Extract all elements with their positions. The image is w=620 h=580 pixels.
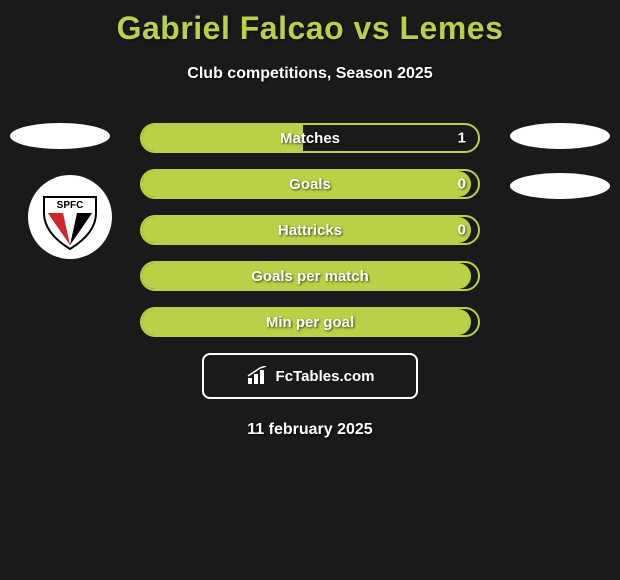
stat-label: Goals per match (251, 268, 369, 285)
brand-box: FcTables.com (202, 353, 418, 399)
player-right-placeholder (510, 123, 610, 149)
stat-value-right: 1 (458, 130, 466, 147)
stat-bars: Matches 1 Goals 0 Hattricks 0 Goals per … (140, 123, 480, 337)
stat-value-right: 0 (458, 222, 466, 239)
brand-text: FcTables.com (276, 368, 375, 385)
subtitle: Club competitions, Season 2025 (0, 65, 620, 83)
player-left-placeholder (10, 123, 110, 149)
page-title: Gabriel Falcao vs Lemes (0, 0, 620, 47)
svg-text:SPFC: SPFC (57, 200, 84, 211)
date-text: 11 february 2025 (0, 421, 620, 439)
stat-label: Hattricks (278, 222, 342, 239)
comparison-panel: SPFC Matches 1 Goals 0 Hattricks 0 Goals… (0, 123, 620, 439)
stat-row-goals-per-match: Goals per match (140, 261, 480, 291)
stat-value-right: 0 (458, 176, 466, 193)
stat-label: Matches (280, 130, 340, 147)
stat-row-goals: Goals 0 (140, 169, 480, 199)
club-right-placeholder (510, 173, 610, 199)
stat-row-matches: Matches 1 (140, 123, 480, 153)
stat-label: Min per goal (266, 314, 354, 331)
stat-row-hattricks: Hattricks 0 (140, 215, 480, 245)
stat-label: Goals (289, 176, 331, 193)
chart-icon (246, 366, 270, 386)
club-left-badge: SPFC (28, 175, 112, 259)
stat-row-min-per-goal: Min per goal (140, 307, 480, 337)
